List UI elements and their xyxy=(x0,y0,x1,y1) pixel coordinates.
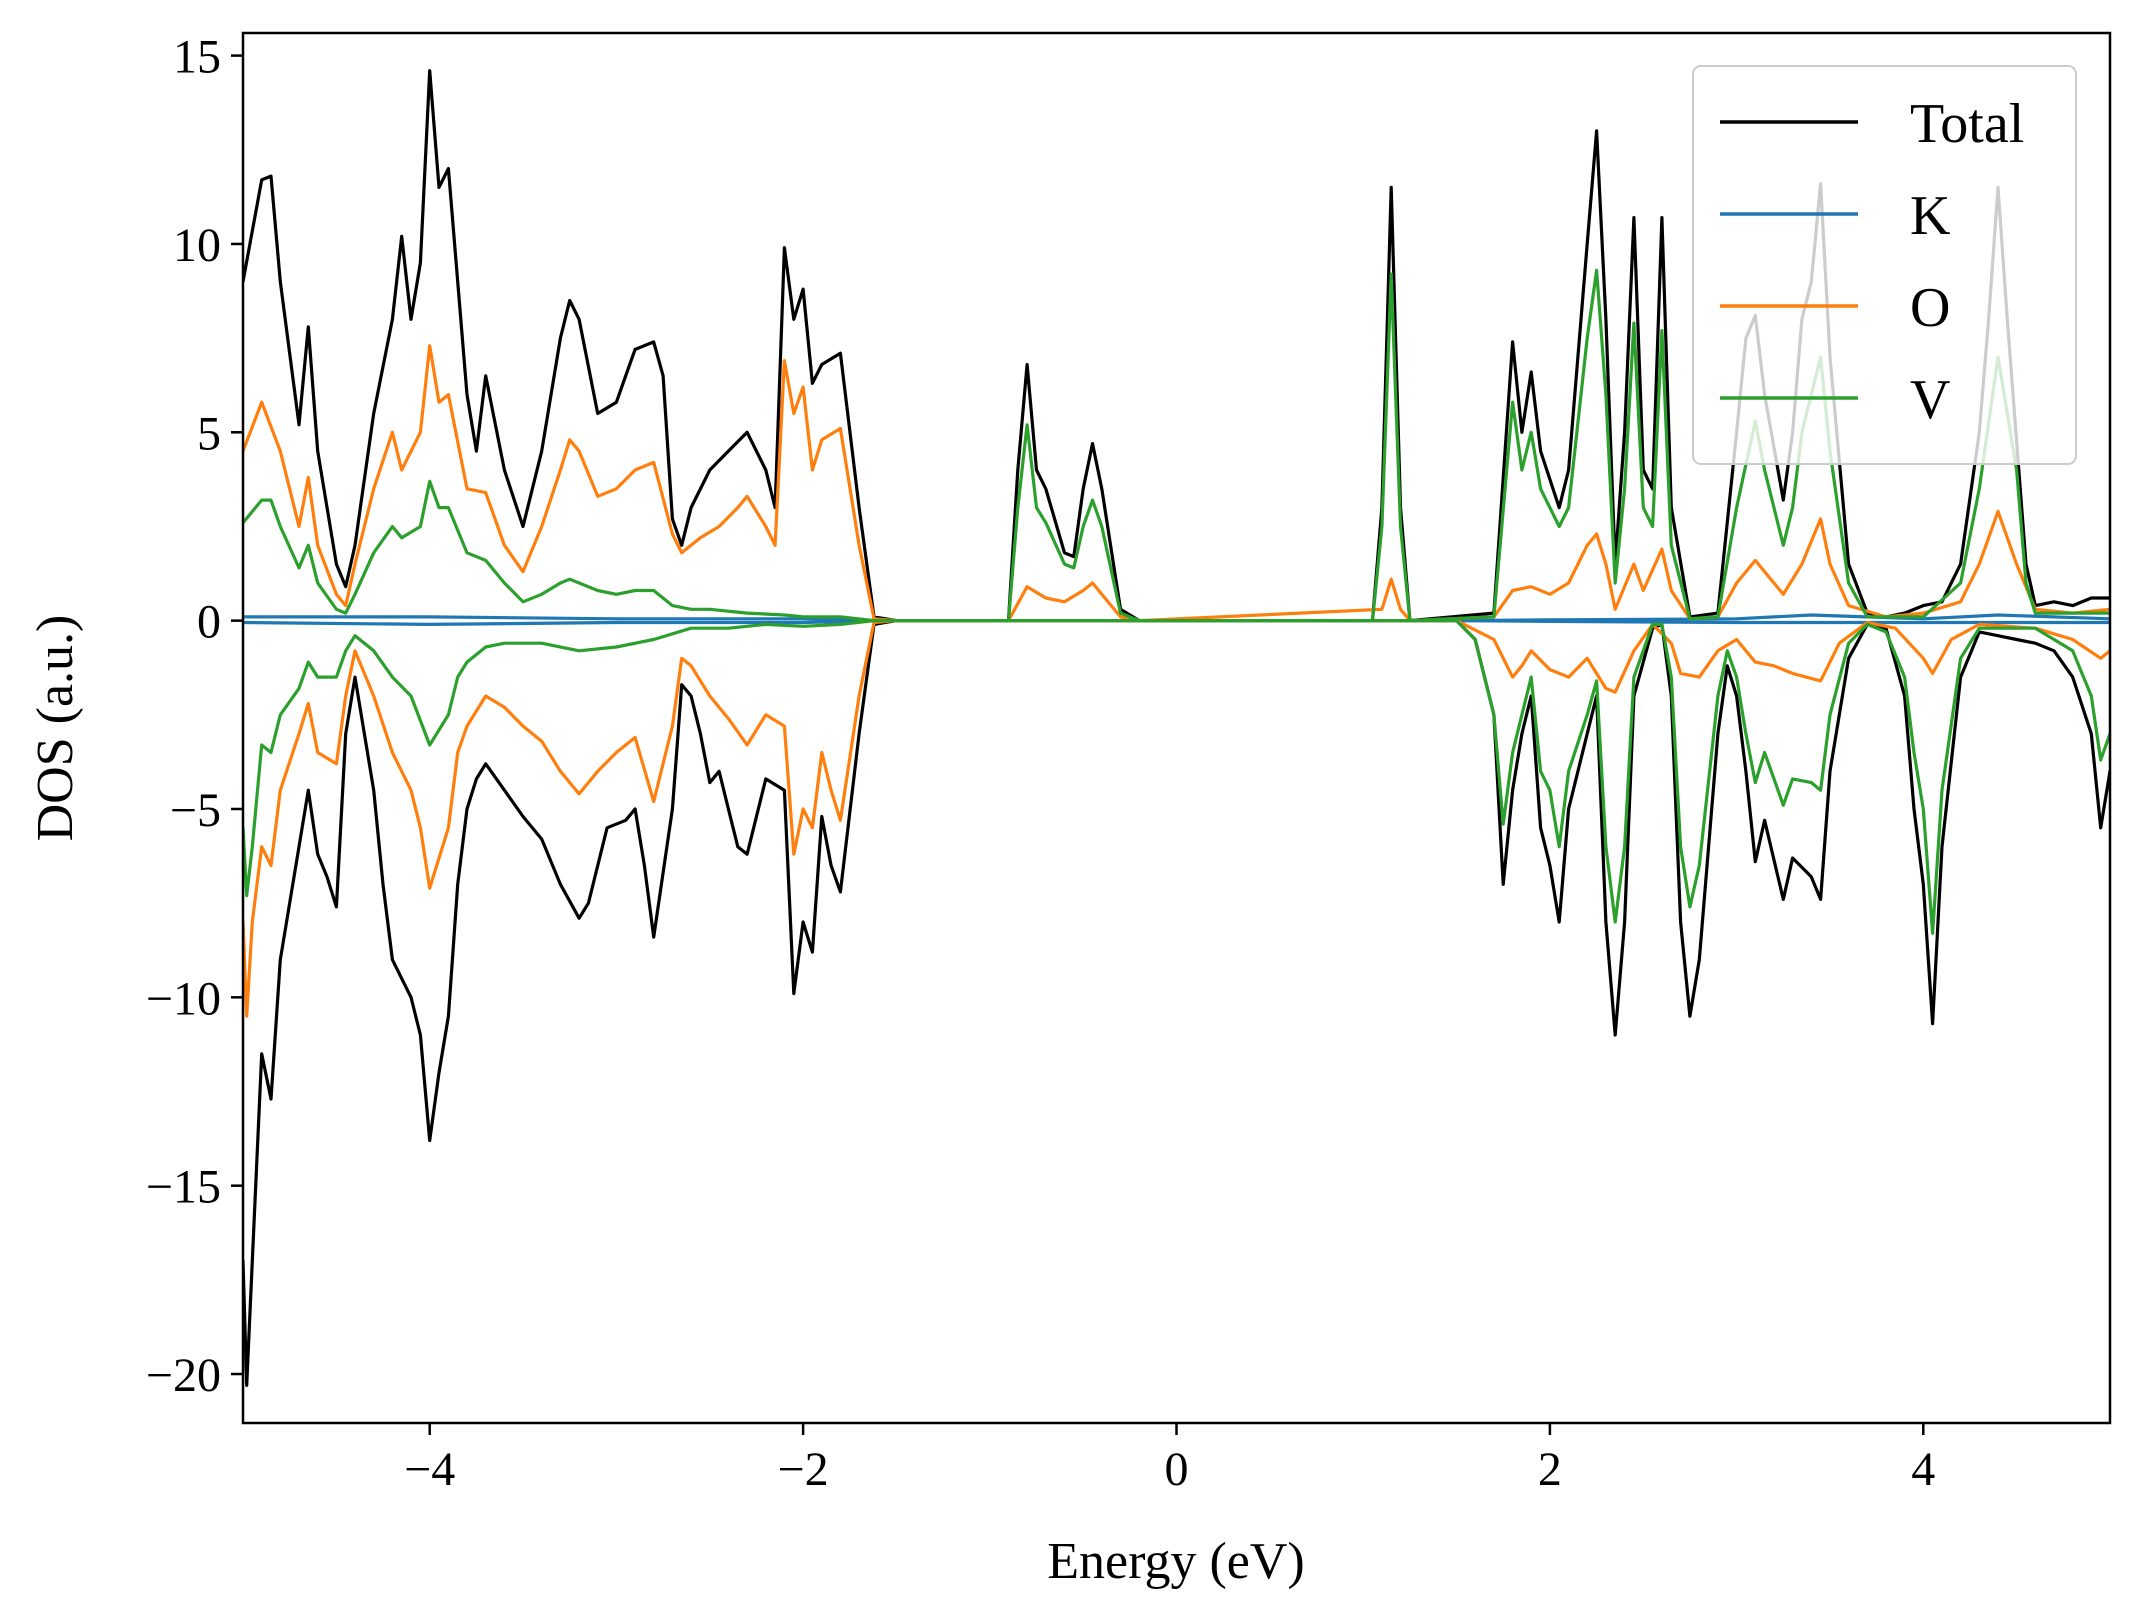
series-line-o-down xyxy=(243,619,2110,1018)
x-tick-label: 2 xyxy=(1538,1443,1562,1496)
legend-label-o: O xyxy=(1910,277,1950,339)
series-line-v-down xyxy=(243,619,2110,935)
x-axis-ticks: −4 −2 0 2 4 xyxy=(404,1423,1935,1496)
legend-label-total: Total xyxy=(1910,93,2024,155)
y-tick-label: −10 xyxy=(146,972,221,1025)
x-tick-label: −2 xyxy=(778,1443,829,1496)
legend: Total KOV xyxy=(1692,65,2077,465)
x-tick-label: −4 xyxy=(404,1443,455,1496)
y-tick-label: −5 xyxy=(170,784,221,837)
series-line-v-up xyxy=(243,268,2110,623)
y-tick-label: 5 xyxy=(197,407,221,460)
series-line-total-down xyxy=(243,619,2110,1387)
y-axis-ticks: −20 −15 −10 −5 0 5 10 15 xyxy=(146,31,243,1402)
y-tick-label: −15 xyxy=(146,1161,221,1214)
legend-box xyxy=(1692,65,2077,465)
legend-label-v: V xyxy=(1910,369,1950,431)
x-tick-label: 4 xyxy=(1911,1443,1935,1496)
y-tick-label: 0 xyxy=(197,596,221,649)
y-tick-label: 10 xyxy=(173,219,221,272)
y-axis-label: DOS (a.u.) xyxy=(27,615,84,842)
series-layer xyxy=(243,69,2110,1387)
y-tick-label: −20 xyxy=(146,1349,221,1402)
legend-label-k: K xyxy=(1910,185,1950,247)
x-axis-label: Energy (eV) xyxy=(1047,1533,1305,1590)
x-tick-label: 0 xyxy=(1165,1443,1189,1496)
y-tick-label: 15 xyxy=(173,31,221,84)
